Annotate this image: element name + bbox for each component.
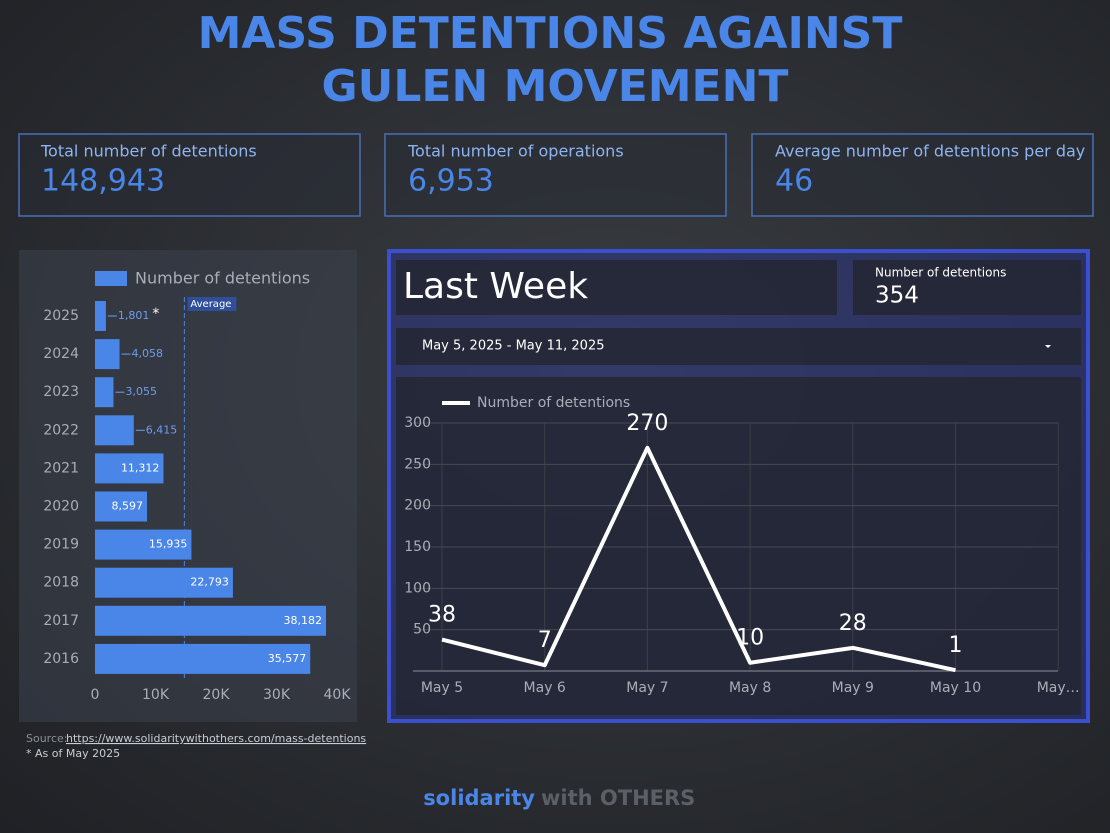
value-label: 38,182 (284, 614, 323, 627)
y-tick-label: 2020 (43, 499, 79, 515)
kpi-card (384, 133, 727, 217)
legend-label: Number of detentions (477, 395, 630, 411)
title: MASS DETENTIONS AGAINST (198, 8, 903, 59)
value-label: 35,577 (268, 652, 307, 665)
value-label: 1,801 (118, 309, 150, 322)
x-tick-label: May 6 (524, 680, 566, 696)
legend-swatch (95, 271, 127, 286)
bar (95, 453, 164, 484)
bar (95, 529, 192, 560)
bar (95, 491, 148, 522)
x-tick-label: 40K (324, 687, 352, 703)
y-tick-label: 2018 (43, 575, 79, 591)
x-tick-label: 0 (91, 687, 100, 703)
kpi-card (18, 133, 361, 217)
x-tick-label: May 5 (421, 680, 463, 696)
value-label: 4,058 (132, 347, 164, 360)
x-tick-label: May 9 (832, 680, 874, 696)
legend-label: Number of detentions (135, 269, 310, 288)
x-tick-label: May 10 (930, 680, 981, 696)
data-label: 10 (736, 626, 764, 651)
line-chart-area (396, 377, 1081, 715)
source-link[interactable]: https://www.solidaritywithothers.com/mas… (66, 732, 366, 745)
y-tick-label: 2025 (43, 308, 79, 324)
y-tick-label: 2021 (43, 460, 79, 476)
footer-tagline: with OTHERS (541, 786, 695, 810)
y-tick-label: 100 (404, 580, 431, 596)
data-label: 270 (626, 411, 668, 436)
y-tick-label: 2022 (43, 422, 79, 438)
bar (95, 415, 134, 446)
value-label: 11,312 (121, 461, 160, 474)
kpi-label: Total number of operations (407, 142, 624, 161)
title: GULEN MOVEMENT (322, 61, 789, 112)
date-range-text: May 5, 2025 - May 11, 2025 (422, 339, 604, 354)
y-tick-label: 300 (404, 415, 431, 431)
footnote: * As of May 2025 (26, 747, 120, 760)
line (441, 445, 956, 673)
x-tick-label: 10K (142, 687, 170, 703)
bar (95, 339, 120, 370)
footer-brand: solidarity (423, 786, 535, 810)
y-tick-label: 2023 (43, 384, 79, 400)
y-tick-label: 2019 (43, 537, 79, 553)
data-label: 7 (538, 628, 552, 653)
value-label: 15,935 (149, 538, 188, 551)
kpi-value: 46 (775, 164, 813, 199)
last-week-header (396, 260, 837, 315)
kpi-label: Total number of detentions (40, 142, 257, 161)
bar (95, 605, 327, 636)
kpi-value: 6,953 (408, 164, 494, 199)
x-tick-label: May 8 (729, 680, 771, 696)
reference-label: Average (190, 299, 231, 310)
value-label: 22,793 (190, 576, 229, 589)
y-tick-label: 2016 (43, 651, 79, 667)
metric-value: 354 (875, 283, 919, 309)
data-label: 28 (839, 611, 867, 636)
bar (95, 567, 233, 598)
x-tick-label: May… (1037, 680, 1080, 696)
reference-label-bg (187, 297, 237, 311)
x-tick-label: May 7 (626, 680, 668, 696)
y-tick-label: 250 (404, 456, 431, 472)
y-tick-label: 150 (404, 539, 431, 555)
data-label: 38 (428, 603, 456, 628)
value-label: 6,415 (146, 423, 178, 436)
value-label: 3,055 (125, 385, 157, 398)
dropdown-arrow[interactable] (1045, 345, 1051, 348)
x-tick-label: 20K (203, 687, 231, 703)
value-label: 8,597 (112, 500, 144, 513)
last-week-title: Last Week (403, 266, 588, 307)
source-prefix: Source: (26, 732, 68, 745)
metric-label: Number of detentions (875, 266, 1006, 280)
annotation: * (152, 306, 159, 322)
x-tick-label: 30K (263, 687, 291, 703)
data-label: 1 (949, 633, 963, 658)
y-tick-label: 200 (404, 498, 431, 514)
bar (95, 377, 114, 408)
y-tick-label: 2017 (43, 613, 79, 629)
kpi-card (751, 133, 1094, 217)
metric-card (853, 260, 1081, 315)
y-tick-label: 50 (413, 622, 431, 638)
kpi-cards: Total number of detentions 148,943 Total… (18, 133, 1094, 217)
kpi-label: Average number of detentions per day (775, 142, 1085, 161)
bar (95, 643, 311, 674)
date-range-selector[interactable] (396, 328, 1081, 365)
kpi-value: 148,943 (41, 164, 165, 199)
bar (95, 301, 106, 331)
bar-panel (19, 250, 357, 722)
y-tick-label: 2024 (43, 346, 79, 362)
